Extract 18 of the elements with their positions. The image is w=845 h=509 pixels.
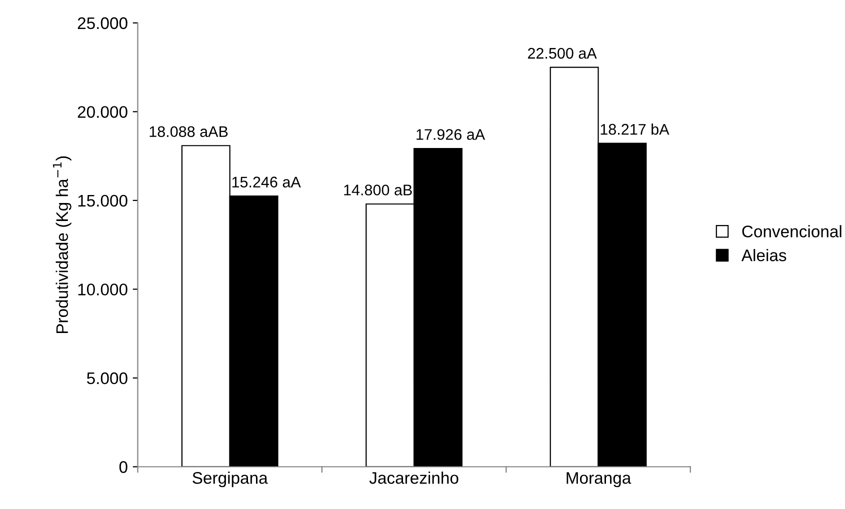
- y-tick-label: 20.000: [78, 106, 128, 118]
- y-tick-label: 0: [119, 461, 128, 473]
- y-tick-label: 25.000: [78, 17, 128, 30]
- y-tick-label: 5.000: [86, 372, 128, 384]
- data-label: 18.217 bA: [600, 124, 670, 135]
- legend-label: Aleias: [741, 248, 786, 262]
- y-tick-label: 15.000: [78, 194, 128, 207]
- data-label: 17.926 aA: [416, 129, 486, 140]
- x-tick-label: Moranga: [566, 472, 632, 488]
- x-tick-label: Jacarezinho: [369, 472, 458, 484]
- data-label: 22.500 aA: [528, 48, 597, 59]
- y-axis-title: Produtividade (Kg ha$^{−1}$): [52, 156, 72, 334]
- data-label: 18.088 aAB: [150, 126, 228, 138]
- data-label: 14.800 aB: [344, 184, 412, 196]
- data-label: 15.246 aA: [232, 176, 301, 188]
- x-tick-label: Sergipana: [192, 472, 268, 488]
- legend-label: Convencional: [742, 225, 842, 238]
- y-tick-label: 10.000: [78, 284, 128, 296]
